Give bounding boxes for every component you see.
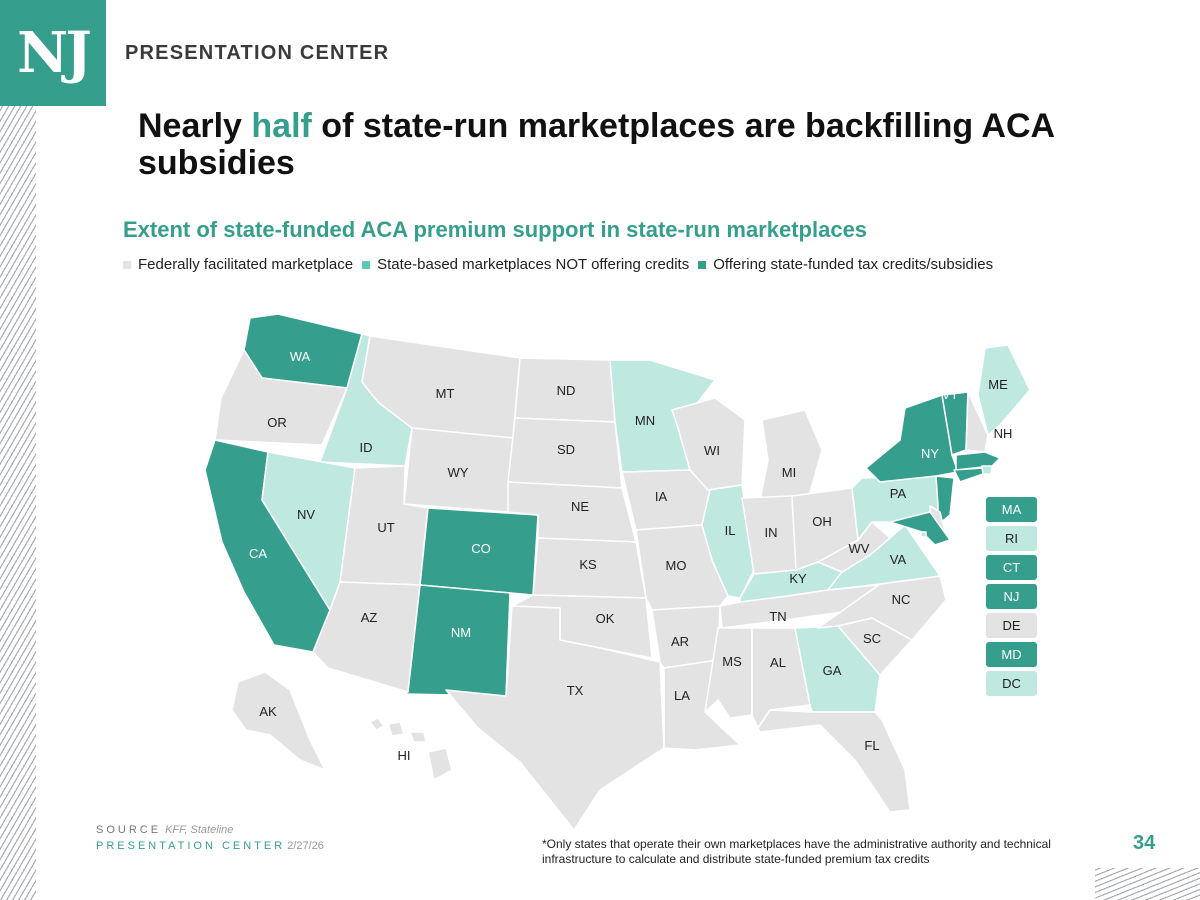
state-label-oh: OH (812, 514, 832, 529)
state-label-ks: KS (579, 557, 597, 572)
state-label-pa: PA (890, 486, 907, 501)
state-label-la: LA (674, 688, 690, 703)
state-label-ok: OK (596, 611, 615, 626)
state-label-tx: TX (567, 683, 584, 698)
state-label-wy: WY (448, 465, 469, 480)
small-state-de: DE (986, 613, 1037, 638)
state-label-hi: HI (398, 748, 411, 763)
state-label-co: CO (471, 541, 491, 556)
small-state-ct: CT (986, 555, 1037, 580)
state-label-id: ID (360, 440, 373, 455)
small-state-ri: RI (986, 526, 1037, 551)
state-ma (955, 451, 1001, 471)
slide-title: Nearly half of state-run marketplaces ar… (138, 108, 1138, 182)
state-label-az: AZ (361, 610, 378, 625)
state-label-al: AL (770, 655, 786, 670)
state-label-ak: AK (259, 704, 277, 719)
legend-item-federal: Federally facilitated marketplace (123, 256, 353, 273)
footnote: *Only states that operate their own mark… (542, 837, 1051, 866)
state-tx (445, 605, 665, 831)
state-label-mt: MT (436, 386, 455, 401)
source-text: KFF, Stateline (165, 824, 234, 836)
legend-label-state-yes: Offering state-funded tax credits/subsid… (713, 256, 994, 273)
state-label-sd: SD (557, 442, 575, 457)
state-label-mo: MO (666, 558, 687, 573)
decorative-hatch-left (0, 106, 36, 900)
small-state-dc: DC (986, 671, 1037, 696)
nj-logo: NJ (0, 0, 106, 106)
state-label-ut: UT (377, 520, 394, 535)
state-label-ca: CA (249, 546, 267, 561)
center-label: PRESENTATION CENTER (96, 840, 286, 852)
state-label-ky: KY (789, 571, 807, 586)
state-or (214, 349, 348, 446)
state-label-wi: WI (704, 443, 720, 458)
small-states-key: MA RI CT NJ DE MD DC (986, 497, 1037, 700)
state-label-il: IL (725, 523, 736, 538)
small-state-md: MD (986, 642, 1037, 667)
page-number: 34 (1133, 832, 1156, 854)
state-ak (231, 671, 326, 771)
source-line: SOURCE KFF, Stateline (96, 824, 233, 836)
state-label-va: VA (890, 552, 907, 567)
state-label-nm: NM (451, 625, 471, 640)
state-label-nh: NH (994, 426, 1013, 441)
legend-label-state-no: State-based marketplaces NOT offering cr… (377, 256, 690, 273)
state-mi (759, 409, 823, 501)
small-state-nj: NJ (986, 584, 1037, 609)
slide-date: 2/27/26 (287, 840, 324, 852)
title-part-2: of state-run marketplaces are backfillin… (138, 107, 1054, 182)
map-legend: Federally facilitated marketplace State-… (123, 256, 993, 273)
source-label: SOURCE (96, 824, 162, 836)
state-label-ga: GA (823, 663, 842, 678)
state-label-nc: NC (892, 592, 911, 607)
decorative-hatch-bottom-right (1095, 868, 1200, 900)
state-md (889, 511, 951, 546)
legend-item-state-yes: Offering state-funded tax credits/subsid… (698, 256, 993, 273)
state-ct (953, 467, 984, 483)
state-label-fl: FL (864, 738, 879, 753)
state-label-in: IN (765, 525, 778, 540)
state-label-mn: MN (635, 413, 655, 428)
state-me (977, 344, 1031, 436)
legend-swatch-federal (123, 260, 131, 269)
state-label-nd: ND (557, 383, 576, 398)
state-label-sc: SC (863, 631, 881, 646)
state-label-tn: TN (769, 609, 786, 624)
title-part-1: Nearly (138, 107, 252, 145)
map-subtitle: Extent of state-funded ACA premium suppo… (123, 217, 868, 242)
state-label-ne: NE (571, 499, 589, 514)
legend-swatch-state-yes (698, 260, 707, 269)
brand-title: PRESENTATION CENTER (125, 42, 390, 64)
state-label-mi: MI (782, 465, 796, 480)
state-label-wv: WV (849, 541, 870, 556)
center-credit-line: PRESENTATION CENTER 2/27/26 (96, 840, 324, 852)
state-hi (369, 717, 453, 781)
state-label-nv: NV (297, 507, 315, 522)
state-label-ar: AR (671, 634, 689, 649)
state-fl (757, 709, 911, 813)
state-label-ny: NY (921, 446, 939, 461)
small-state-ma: MA (986, 497, 1037, 522)
title-highlight: half (251, 107, 312, 145)
state-label-me: ME (988, 377, 1008, 392)
state-nm (403, 584, 511, 697)
legend-label-federal: Federally facilitated marketplace (138, 256, 354, 273)
legend-swatch-state-no (362, 260, 371, 269)
state-label-ms: MS (722, 654, 742, 669)
state-dc (920, 531, 927, 538)
state-label-vt: VT (942, 387, 959, 402)
state-label-or: OR (267, 415, 287, 430)
state-label-ia: IA (655, 489, 668, 504)
state-label-wa: WA (290, 349, 311, 364)
legend-item-state-no: State-based marketplaces NOT offering cr… (362, 256, 689, 273)
